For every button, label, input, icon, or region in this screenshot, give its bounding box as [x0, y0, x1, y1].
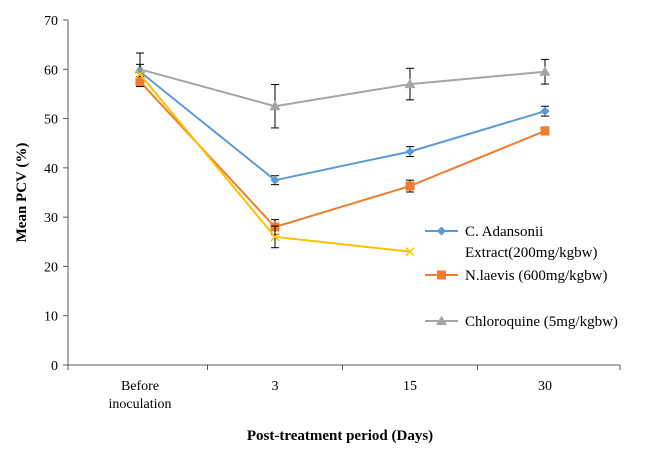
y-tick-label: 60 [44, 63, 58, 78]
legend-item-1: C. Adansonii Extract(200mg/kgbw) [425, 224, 597, 261]
square-marker [437, 270, 446, 280]
series-3 [135, 69, 415, 257]
square-marker [135, 77, 145, 87]
x-tick-label: inoculation [109, 397, 172, 412]
x-axis-title: Post-treatment period (Days) [247, 428, 433, 444]
y-tick-label: 0 [51, 359, 58, 374]
diamond-marker [405, 147, 415, 157]
square-marker [405, 181, 415, 191]
y-tick-label: 70 [44, 14, 58, 29]
legend-label: N.laevis (600mg/kgbw) [465, 268, 607, 284]
y-axis-title: Mean PCV (%) [14, 143, 30, 243]
series-2 [135, 76, 550, 235]
diamond-marker [437, 226, 446, 236]
square-marker [540, 126, 550, 136]
triangle-marker [436, 315, 447, 325]
x-marker [405, 247, 415, 257]
axes: 0 10 20 30 40 50 60 70 Before inoculation 3 15 30 [44, 14, 621, 412]
y-tick-label: 30 [44, 211, 58, 226]
y-tick-label: 10 [44, 310, 58, 325]
legend-item-2: N.laevis (600mg/kgbw) [425, 268, 607, 284]
legend-label: C. Adansonii [465, 224, 543, 240]
x-tick-label: Before [121, 379, 159, 394]
x-tick-label: 15 [403, 379, 417, 394]
triangle-marker [269, 100, 281, 111]
diamond-marker [135, 67, 145, 77]
legend-label: Extract(200mg/kgbw) [465, 245, 597, 261]
x-tick-label: 30 [538, 379, 552, 394]
series-1 [135, 63, 550, 186]
y-tick-label: 20 [44, 260, 58, 275]
legend-item-0: Chloroquine (5mg/kgbw) [425, 314, 618, 330]
triangle-marker [404, 78, 416, 89]
x-marker [270, 232, 280, 242]
diamond-marker [270, 175, 280, 185]
legend: Chloroquine (5mg/kgbw) C. Adansonii Extrac… [425, 224, 618, 330]
x-tick-label: 3 [272, 379, 279, 394]
series-line [139, 80, 546, 229]
y-tick-label: 50 [44, 113, 58, 128]
series-line [139, 70, 546, 182]
series-line [139, 68, 546, 108]
x-marker [135, 69, 145, 79]
y-tick-label: 40 [44, 162, 58, 177]
diamond-marker [540, 106, 550, 116]
triangle-marker [539, 66, 551, 76]
plot-area [134, 52, 551, 257]
legend-label: Chloroquine (5mg/kgbw) [465, 314, 618, 330]
